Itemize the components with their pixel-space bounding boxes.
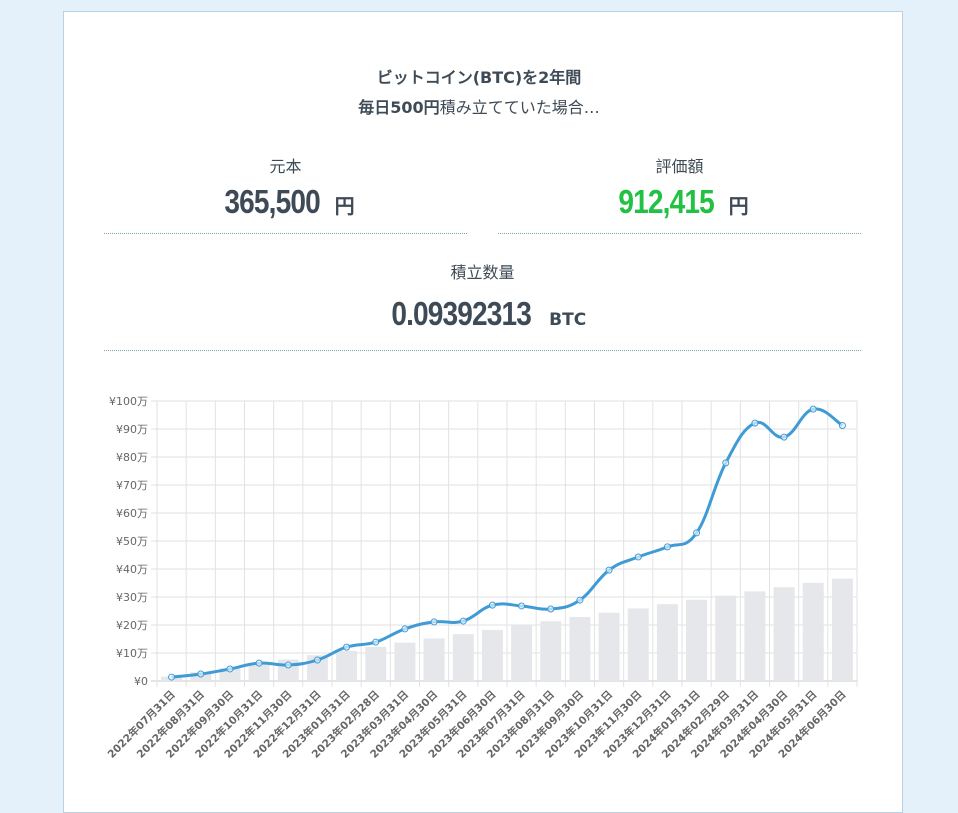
valuation-stat: 評価額 912,415 円 xyxy=(498,153,861,221)
valuation-point xyxy=(284,661,292,669)
bar-principal xyxy=(598,612,620,681)
valuation-point xyxy=(780,433,788,441)
valuation-point xyxy=(605,566,613,574)
bar-principal xyxy=(336,650,358,681)
valuation-point xyxy=(343,643,351,651)
valuation-point xyxy=(488,601,496,609)
y-tick-label: ¥30万 xyxy=(116,591,148,604)
y-tick-label: ¥70万 xyxy=(116,479,148,492)
bar-principal xyxy=(569,617,591,681)
y-tick-label: ¥60万 xyxy=(116,507,148,520)
valuation-point xyxy=(576,596,584,604)
valuation-value: 912,415 xyxy=(618,183,715,220)
valuation-point xyxy=(722,459,730,467)
y-tick-label: ¥80万 xyxy=(116,451,148,464)
valuation-point xyxy=(751,419,759,427)
bar-principal xyxy=(802,582,824,681)
bar-principal xyxy=(656,604,678,681)
y-tick-label: ¥20万 xyxy=(116,619,148,632)
bar-principal xyxy=(831,578,853,681)
y-tick-label: ¥100万 xyxy=(109,395,148,408)
valuation-point xyxy=(547,605,555,613)
bar-principal xyxy=(715,595,737,681)
valuation-point xyxy=(663,543,671,551)
bar-principal xyxy=(686,599,708,681)
valuation-point xyxy=(401,625,409,633)
divider xyxy=(498,233,861,234)
title-line-2: 毎日500円積み立てていた場合… xyxy=(0,93,958,123)
valuation-point xyxy=(838,422,846,430)
quantity-stat: 積立数量 0.09392313 BTC xyxy=(104,259,861,333)
valuation-point xyxy=(168,673,176,681)
valuation-point xyxy=(634,553,642,561)
title-amount: 毎日500円 xyxy=(358,98,440,117)
bar-principal xyxy=(248,663,270,681)
valuation-point xyxy=(226,665,234,673)
valuation-point xyxy=(255,659,263,667)
valuation-label: 評価額 xyxy=(655,157,704,176)
principal-unit: 円 xyxy=(334,194,355,218)
y-tick-label: ¥0 xyxy=(134,675,148,688)
bar-principal xyxy=(365,646,387,681)
y-tick-label: ¥40万 xyxy=(116,563,148,576)
accumulation-chart: ¥0 ¥10万 ¥20万 ¥30万 ¥40万 ¥50万 ¥60万 ¥70万 ¥80万 ¥90万 ¥1… xyxy=(105,395,858,761)
bar-principal xyxy=(394,642,416,681)
y-tick-label: ¥90万 xyxy=(116,423,148,436)
valuation-point xyxy=(809,405,817,413)
bar-principal xyxy=(773,587,795,681)
principal-stat: 元本 365,500 円 xyxy=(104,153,467,221)
quantity-label: 積立数量 xyxy=(450,263,515,282)
divider xyxy=(104,233,467,234)
bar-principal xyxy=(481,629,503,681)
y-tick-label: ¥10万 xyxy=(116,647,148,660)
bar-principal xyxy=(627,608,649,681)
divider xyxy=(104,350,861,351)
valuation-point xyxy=(313,656,321,664)
quantity-value: 0.09392313 xyxy=(391,295,532,332)
valuation-point xyxy=(197,670,205,678)
valuation-point xyxy=(459,617,467,625)
principal-label: 元本 xyxy=(269,157,302,176)
valuation-point xyxy=(693,529,701,537)
bar-principal xyxy=(423,638,445,681)
bar-principal xyxy=(744,591,766,681)
bar-principal xyxy=(540,621,562,681)
quantity-unit: BTC xyxy=(549,310,587,330)
y-tick-label: ¥50万 xyxy=(116,535,148,548)
valuation-point xyxy=(430,618,438,626)
title-line-1: ビットコイン(BTC)を2年間 xyxy=(376,68,582,87)
bar-principal xyxy=(452,634,474,681)
valuation-point xyxy=(372,638,380,646)
valuation-point xyxy=(518,602,526,610)
valuation-unit: 円 xyxy=(728,194,749,218)
principal-value: 365,500 xyxy=(224,183,321,220)
bar-principal xyxy=(511,625,533,681)
title-rest: 積み立てていた場合… xyxy=(439,98,600,117)
